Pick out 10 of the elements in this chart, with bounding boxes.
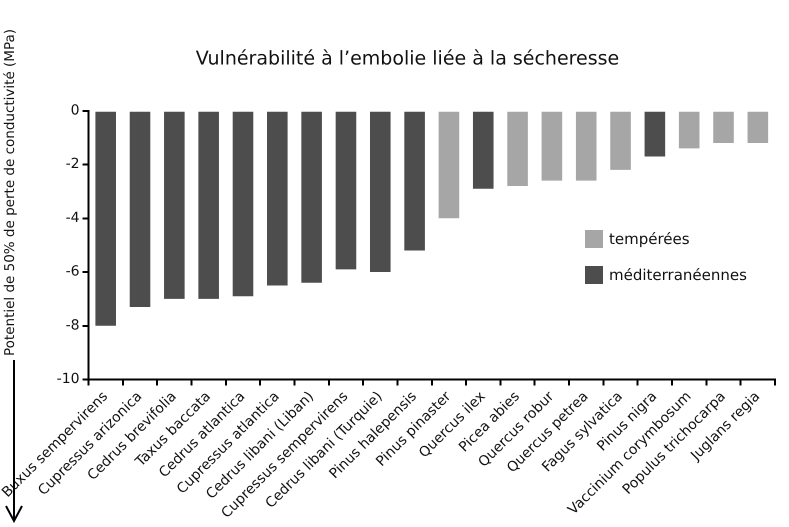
y-tick-label: -4 [66, 210, 80, 226]
legend-label: tempérées [609, 230, 690, 248]
legend-label: méditerranéennes [609, 266, 747, 284]
y-tick-label: -8 [66, 317, 80, 334]
chart-title: Vulnérabilité à l’embolie liée à la sécheresse [196, 47, 620, 70]
y-tick-label: -2 [66, 156, 80, 172]
y-tick-label: -6 [66, 264, 80, 280]
y-tick-label: -10 [56, 371, 80, 388]
y-tick-label: 0 [70, 102, 80, 118]
y-axis-title: Potentiel de 50% de perte de conductivité (MPa) [2, 28, 18, 356]
